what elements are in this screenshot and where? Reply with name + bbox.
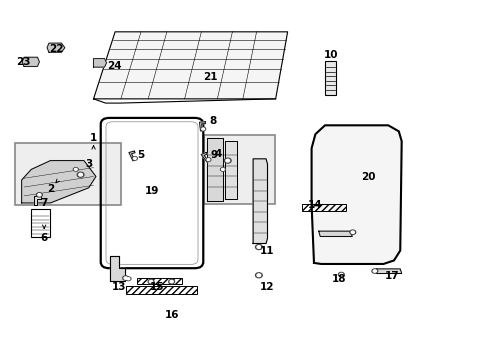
- Circle shape: [339, 273, 342, 276]
- Bar: [325, 61, 335, 95]
- Text: 10: 10: [323, 50, 337, 60]
- Circle shape: [148, 279, 154, 284]
- Circle shape: [37, 193, 42, 197]
- Circle shape: [73, 168, 78, 171]
- Polygon shape: [201, 153, 208, 162]
- Circle shape: [132, 157, 137, 160]
- Circle shape: [124, 277, 127, 279]
- Text: 16: 16: [164, 310, 179, 320]
- Text: 9: 9: [210, 150, 218, 159]
- Circle shape: [133, 157, 136, 159]
- Circle shape: [74, 168, 77, 170]
- Text: 20: 20: [360, 172, 375, 182]
- Polygon shape: [318, 231, 351, 237]
- Circle shape: [79, 174, 82, 176]
- Circle shape: [371, 269, 377, 273]
- Circle shape: [207, 159, 209, 161]
- Circle shape: [127, 278, 130, 280]
- Text: 7: 7: [41, 198, 48, 208]
- Polygon shape: [93, 59, 106, 67]
- Text: 6: 6: [41, 233, 48, 243]
- Circle shape: [221, 168, 224, 170]
- Polygon shape: [311, 125, 401, 264]
- Polygon shape: [129, 151, 135, 161]
- Polygon shape: [207, 138, 223, 201]
- Circle shape: [349, 230, 355, 234]
- Text: 12: 12: [260, 282, 274, 292]
- Circle shape: [170, 280, 173, 283]
- Text: 5: 5: [137, 150, 144, 159]
- Circle shape: [126, 277, 131, 280]
- Bar: [203, 135, 274, 204]
- Polygon shape: [22, 57, 40, 66]
- Circle shape: [149, 280, 152, 283]
- Circle shape: [257, 246, 260, 248]
- Circle shape: [255, 273, 262, 278]
- Polygon shape: [21, 161, 96, 203]
- Circle shape: [77, 172, 84, 177]
- Circle shape: [257, 274, 260, 276]
- Text: 4: 4: [214, 149, 222, 158]
- Circle shape: [168, 279, 174, 284]
- Circle shape: [224, 158, 231, 163]
- Circle shape: [255, 244, 262, 249]
- Circle shape: [205, 158, 210, 161]
- Text: 24: 24: [106, 62, 121, 71]
- Text: 22: 22: [49, 44, 64, 54]
- Bar: [302, 204, 346, 211]
- Circle shape: [350, 231, 354, 233]
- Polygon shape: [225, 141, 237, 199]
- Bar: [125, 286, 196, 294]
- Circle shape: [38, 194, 41, 196]
- Polygon shape: [376, 269, 401, 274]
- Text: 13: 13: [111, 282, 126, 292]
- Circle shape: [372, 270, 376, 272]
- Text: 17: 17: [384, 271, 399, 281]
- Circle shape: [225, 159, 229, 162]
- Circle shape: [220, 168, 225, 171]
- Text: 8: 8: [209, 116, 217, 126]
- Polygon shape: [199, 122, 205, 131]
- Polygon shape: [34, 196, 41, 205]
- Polygon shape: [110, 256, 124, 280]
- Text: 23: 23: [16, 57, 30, 67]
- Polygon shape: [47, 43, 64, 52]
- Polygon shape: [253, 159, 267, 243]
- Circle shape: [201, 127, 205, 131]
- Bar: [137, 278, 182, 284]
- Text: 19: 19: [145, 186, 160, 196]
- Text: 3: 3: [85, 159, 92, 169]
- Circle shape: [338, 273, 344, 277]
- Bar: [16, 143, 121, 205]
- Bar: [31, 209, 50, 237]
- Text: 2: 2: [47, 184, 54, 194]
- Text: 15: 15: [150, 282, 164, 292]
- Polygon shape: [93, 32, 287, 99]
- Circle shape: [202, 128, 204, 130]
- Text: 11: 11: [260, 246, 274, 256]
- Text: 14: 14: [307, 201, 322, 210]
- Circle shape: [122, 276, 128, 280]
- Text: 1: 1: [90, 133, 97, 143]
- Text: 21: 21: [203, 72, 217, 82]
- Text: 18: 18: [331, 274, 346, 284]
